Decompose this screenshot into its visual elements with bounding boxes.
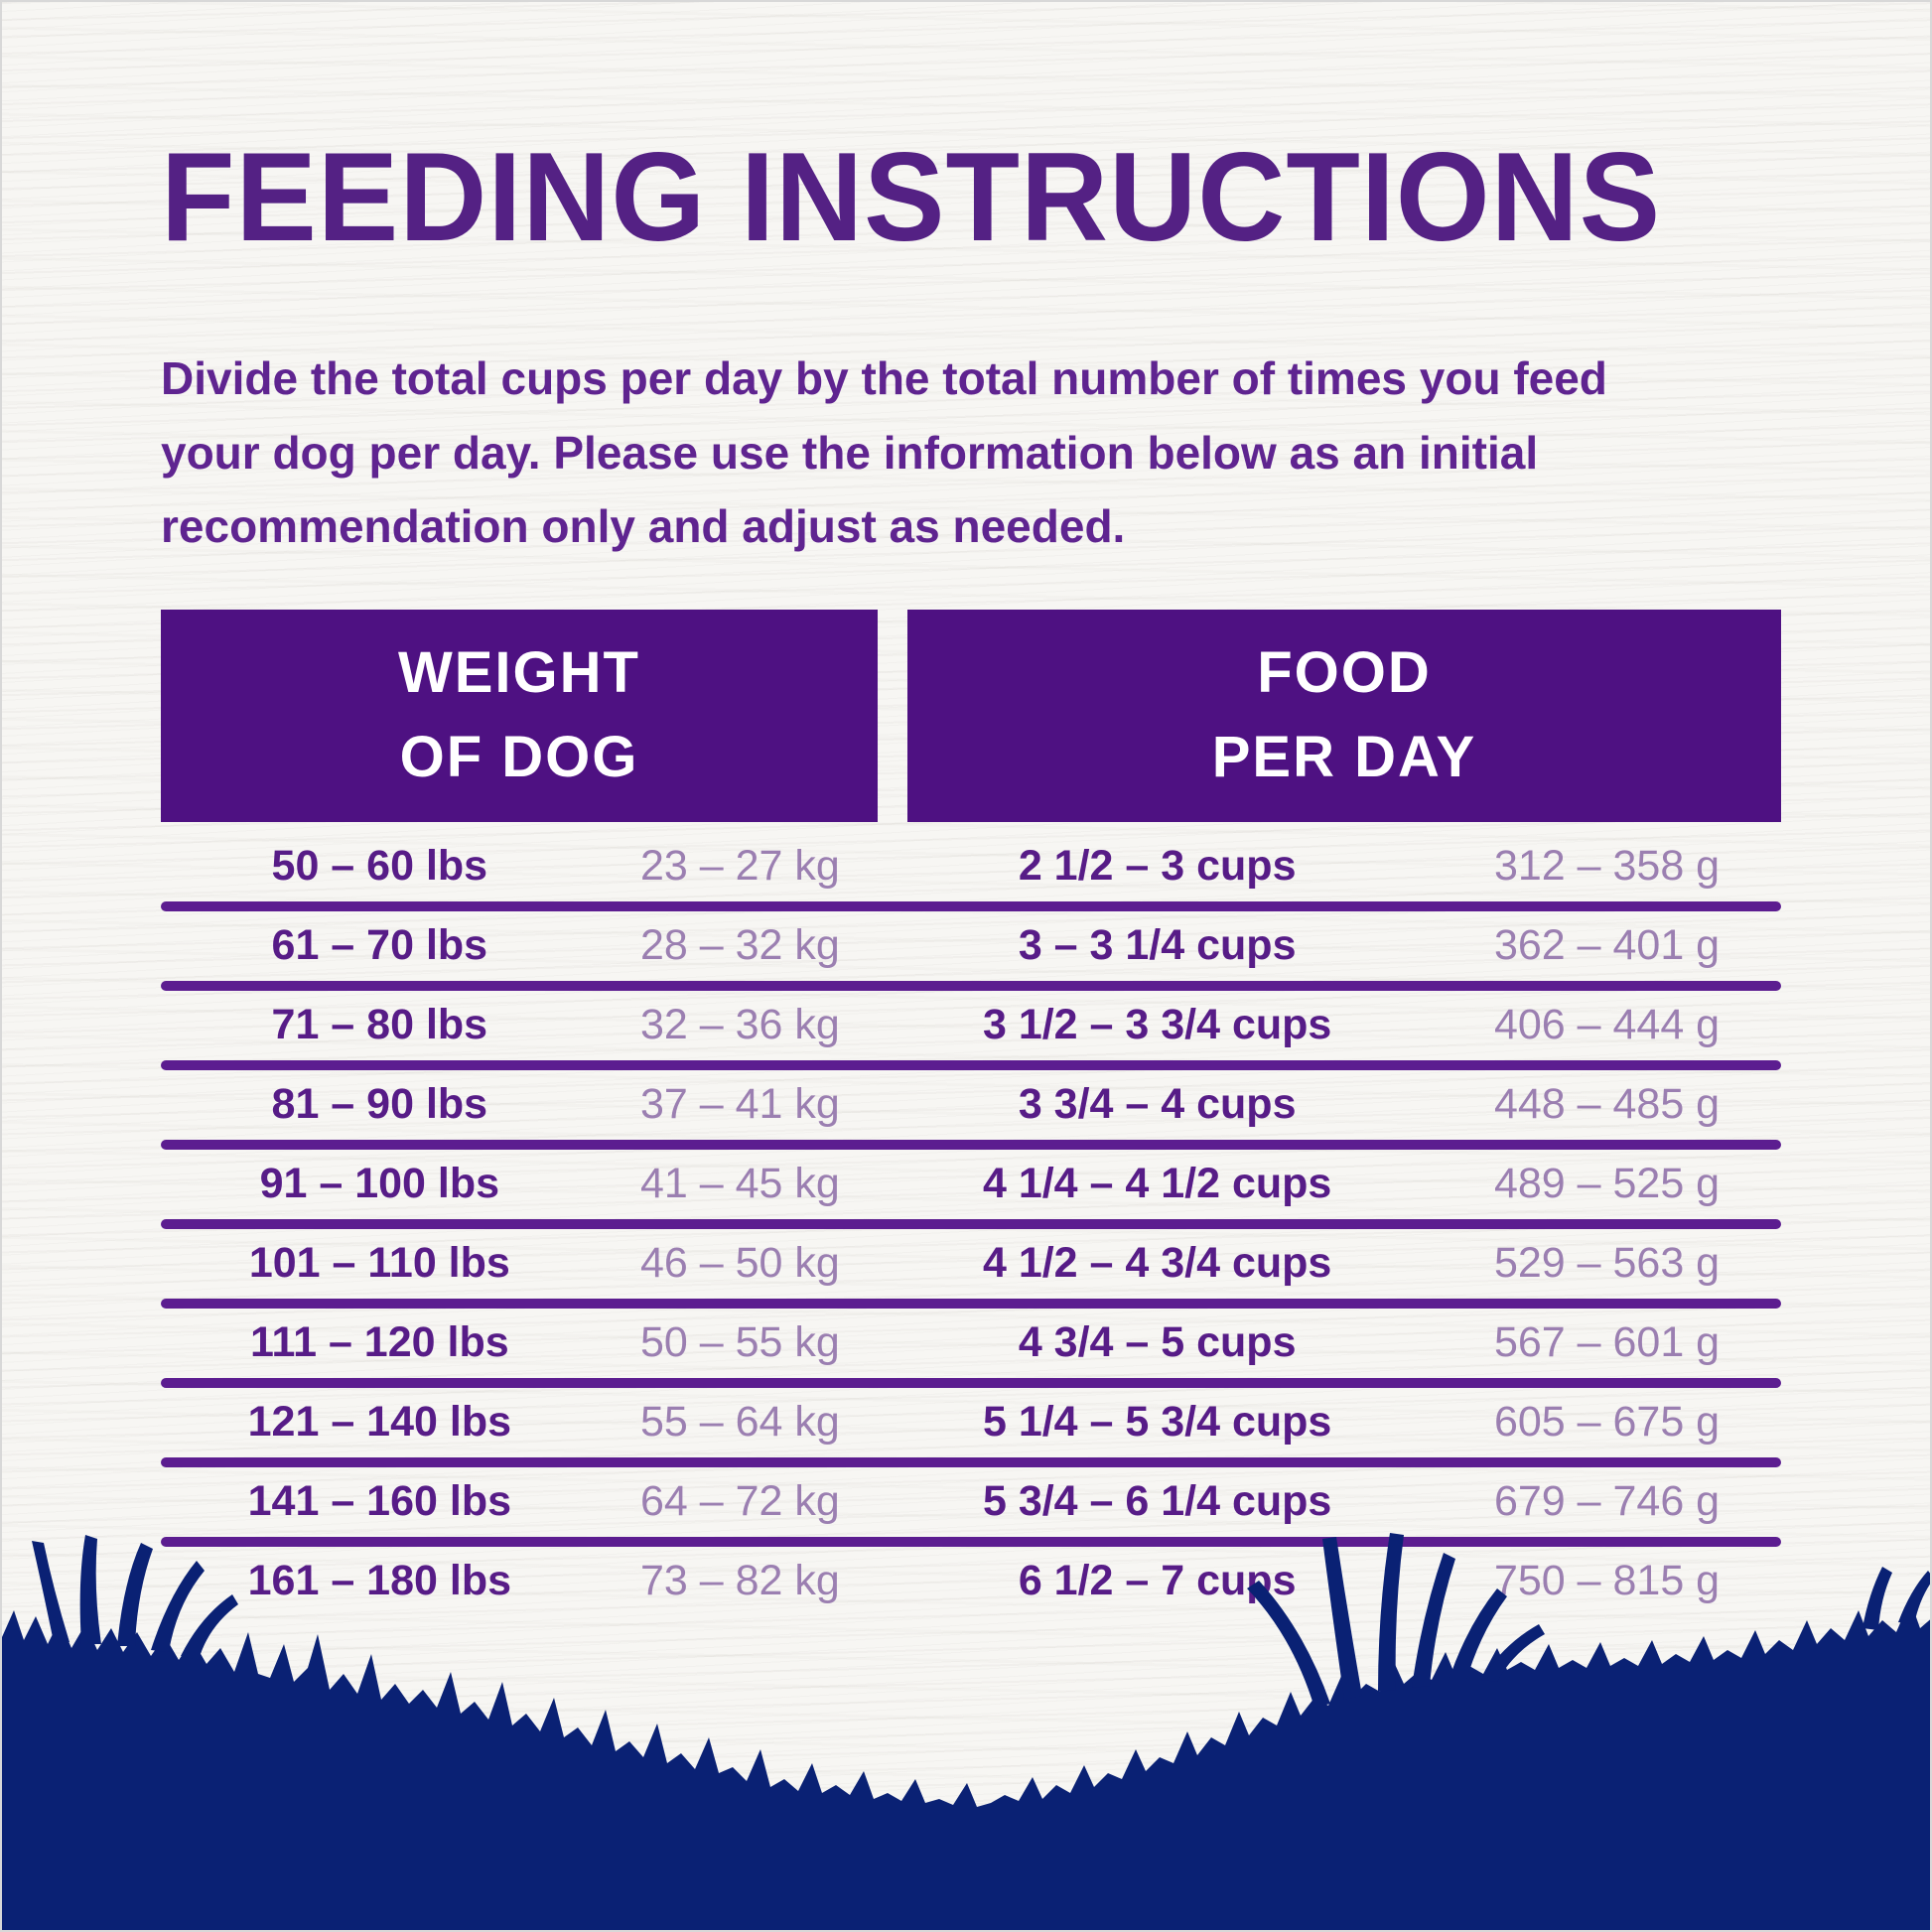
weight-lbs-value: 111 – 120 lbs xyxy=(250,1318,509,1367)
row-divider xyxy=(161,1456,1781,1467)
weight-lbs-value: 101 – 110 lbs xyxy=(248,1239,510,1288)
row-divider xyxy=(161,1218,1781,1229)
table-row: 81 – 90 lbs 37 – 41 kg 3 3/4 – 4 cups 44… xyxy=(161,1070,1781,1140)
row-divider xyxy=(161,1139,1781,1150)
food-cups-value: 3 3/4 – 4 cups xyxy=(1018,1080,1297,1129)
food-grams-value: 406 – 444 g xyxy=(1493,1001,1721,1049)
row-divider xyxy=(161,900,1781,911)
table-row: 111 – 120 lbs 50 – 55 kg 4 3/4 – 5 cups … xyxy=(161,1309,1781,1378)
food-cups-value: 3 1/2 – 3 3/4 cups xyxy=(982,1001,1332,1049)
food-header-line2: PER DAY xyxy=(1211,724,1477,789)
food-grams-value: 312 – 358 g xyxy=(1493,842,1721,891)
food-grams-value: 489 – 525 g xyxy=(1493,1160,1721,1208)
weight-kg-value: 55 – 64 kg xyxy=(640,1398,840,1447)
weight-kg-value: 32 – 36 kg xyxy=(640,1001,840,1049)
weight-kg-value: 41 – 45 kg xyxy=(640,1160,840,1208)
food-header-line1: FOOD xyxy=(1257,640,1432,706)
weight-kg-value: 50 – 55 kg xyxy=(640,1318,840,1367)
row-divider xyxy=(161,1059,1781,1070)
page-title: FEEDING INSTRUCTIONS xyxy=(161,126,1662,268)
intro-paragraph: Divide the total cups per day by the tot… xyxy=(161,352,1607,553)
row-divider xyxy=(161,1377,1781,1388)
table-row: 91 – 100 lbs 41 – 45 kg 4 1/4 – 4 1/2 cu… xyxy=(161,1150,1781,1219)
food-grams-value: 567 – 601 g xyxy=(1493,1318,1721,1367)
weight-lbs-value: 71 – 80 lbs xyxy=(271,1001,488,1049)
weight-lbs-value: 141 – 160 lbs xyxy=(247,1477,511,1526)
food-grams-value: 750 – 815 g xyxy=(1493,1557,1721,1605)
weight-lbs-value: 81 – 90 lbs xyxy=(271,1080,488,1129)
weight-of-dog-header: WEIGHT OF DOG xyxy=(161,609,878,822)
food-cups-value: 5 3/4 – 6 1/4 cups xyxy=(982,1477,1332,1526)
row-divider xyxy=(161,1298,1781,1309)
food-cups-value: 2 1/2 – 3 cups xyxy=(1018,842,1297,891)
weight-header-line2: OF DOG xyxy=(399,724,639,789)
grass-silhouette xyxy=(2,1533,1930,1930)
row-divider xyxy=(161,980,1781,991)
weight-lbs-value: 91 – 100 lbs xyxy=(259,1160,500,1208)
food-grams-value: 679 – 746 g xyxy=(1493,1477,1721,1526)
food-cups-value: 6 1/2 – 7 cups xyxy=(1018,1557,1297,1605)
food-per-day-header: FOOD PER DAY xyxy=(907,609,1781,822)
row-divider xyxy=(161,1536,1781,1547)
table-row: 101 – 110 lbs 46 – 50 kg 4 1/2 – 4 3/4 c… xyxy=(161,1229,1781,1299)
weight-lbs-value: 121 – 140 lbs xyxy=(247,1398,511,1447)
food-cups-value: 4 1/4 – 4 1/2 cups xyxy=(982,1160,1332,1208)
food-grams-value: 448 – 485 g xyxy=(1493,1080,1721,1129)
food-cups-value: 3 – 3 1/4 cups xyxy=(1018,921,1297,970)
table-row: 121 – 140 lbs 55 – 64 kg 5 1/4 – 5 3/4 c… xyxy=(161,1388,1781,1457)
table-row: 71 – 80 lbs 32 – 36 kg 3 1/2 – 3 3/4 cup… xyxy=(161,991,1781,1060)
weight-kg-value: 37 – 41 kg xyxy=(640,1080,840,1129)
table-row: 50 – 60 lbs 23 – 27 kg 2 1/2 – 3 cups 31… xyxy=(161,832,1781,901)
table-row: 61 – 70 lbs 28 – 32 kg 3 – 3 1/4 cups 36… xyxy=(161,911,1781,981)
weight-lbs-value: 161 – 180 lbs xyxy=(247,1557,511,1605)
weight-lbs-value: 50 – 60 lbs xyxy=(271,842,488,891)
weight-header-line1: WEIGHT xyxy=(398,640,640,706)
table-row: 161 – 180 lbs 73 – 82 kg 6 1/2 – 7 cups … xyxy=(161,1547,1781,1616)
weight-kg-value: 28 – 32 kg xyxy=(640,921,840,970)
food-cups-value: 4 3/4 – 5 cups xyxy=(1018,1318,1297,1367)
food-grams-value: 529 – 563 g xyxy=(1493,1239,1721,1288)
table-header-row: WEIGHT OF DOG FOOD PER DAY xyxy=(161,609,1781,822)
food-cups-value: 4 1/2 – 4 3/4 cups xyxy=(982,1239,1332,1288)
weight-lbs-value: 61 – 70 lbs xyxy=(271,921,488,970)
weight-kg-value: 64 – 72 kg xyxy=(640,1477,840,1526)
label-content: FEEDING INSTRUCTIONS Divide the total cu… xyxy=(161,2,1781,1616)
food-grams-value: 605 – 675 g xyxy=(1493,1398,1721,1447)
table-row: 141 – 160 lbs 64 – 72 kg 5 3/4 – 6 1/4 c… xyxy=(161,1467,1781,1537)
weight-kg-value: 23 – 27 kg xyxy=(640,842,840,891)
food-grams-value: 362 – 401 g xyxy=(1493,921,1721,970)
weight-kg-value: 46 – 50 kg xyxy=(640,1239,840,1288)
food-cups-value: 5 1/4 – 5 3/4 cups xyxy=(982,1398,1332,1447)
weight-kg-value: 73 – 82 kg xyxy=(640,1557,840,1605)
feeding-table-body: 50 – 60 lbs 23 – 27 kg 2 1/2 – 3 cups 31… xyxy=(161,832,1781,1616)
